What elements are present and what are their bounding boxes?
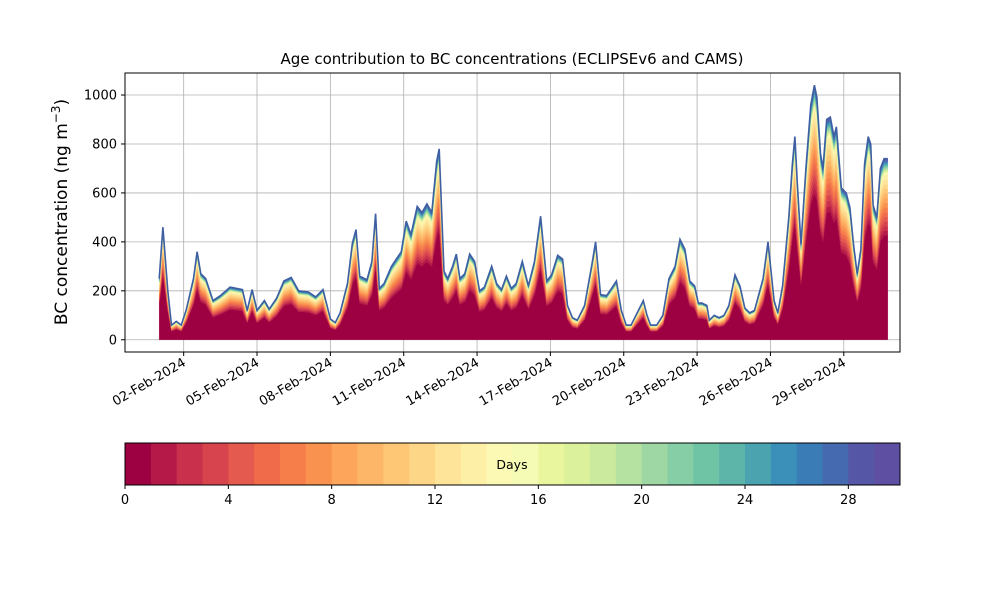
x-tick-label: 05-Feb-2024	[183, 355, 262, 409]
colorbar-segment	[176, 443, 203, 485]
y-tick-label: 200	[92, 284, 117, 299]
x-tick-label: 17-Feb-2024	[477, 355, 556, 409]
colorbar-tick-label: 4	[224, 493, 232, 508]
y-tick-label: 1000	[84, 89, 117, 104]
y-tick-label: 400	[92, 235, 117, 250]
colorbar-tick-label: 24	[737, 493, 754, 508]
colorbar-segment	[254, 443, 281, 485]
y-tick-label: 600	[92, 186, 117, 201]
age-stack-areas	[159, 85, 888, 340]
colorbar-segment	[822, 443, 849, 485]
y-axis-label-main: BC concentration (ng m	[52, 123, 72, 325]
y-axis-label-superscript: −3	[49, 105, 63, 123]
colorbar-segment	[770, 443, 798, 485]
x-tick-label: 11-Feb-2024	[330, 355, 409, 409]
colorbar-segment	[202, 443, 229, 485]
x-tick-label: 02-Feb-2024	[110, 355, 189, 409]
x-tick-label: 14-Feb-2024	[404, 355, 483, 409]
y-tick-label: 800	[92, 137, 117, 152]
colorbar: Days 0 4 8 12 16 20 24 28	[121, 442, 901, 508]
colorbar-segment	[331, 443, 358, 485]
colorbar-segment	[590, 443, 617, 485]
colorbar-segment	[667, 443, 694, 485]
y-axis-label-close: )	[52, 99, 72, 106]
colorbar-tick-label: 28	[840, 493, 857, 508]
colorbar-segment	[228, 443, 255, 485]
x-tick-label: 29-Feb-2024	[770, 355, 849, 409]
plot-frame	[124, 72, 901, 353]
colorbar-segment	[280, 443, 307, 485]
total-concentration-line	[158, 85, 888, 327]
colorbar-segment	[383, 443, 410, 485]
colorbar-segment	[641, 443, 668, 485]
colorbar-segment	[409, 443, 436, 485]
colorbar-tick-label: 0	[121, 493, 129, 508]
colorbar-label: Days	[496, 457, 527, 472]
y-tick-label: 0	[109, 333, 117, 348]
colorbar-frame	[124, 442, 901, 486]
colorbar-segment	[538, 443, 565, 485]
y-axis-label: BC concentration (ng m−3)	[49, 99, 72, 325]
y-axis-ticks: 0 200 400 600 800 1000	[84, 89, 125, 348]
colorbar-segment	[719, 443, 746, 485]
x-tick-label: 26-Feb-2024	[697, 355, 776, 409]
colorbar-segment	[615, 443, 643, 485]
colorbar-segments	[125, 443, 901, 485]
colorbar-tick-label: 8	[328, 493, 336, 508]
colorbar-tick-label: 16	[530, 493, 547, 508]
x-tick-label: 08-Feb-2024	[257, 355, 336, 409]
colorbar-segment	[874, 443, 901, 485]
chart-title: Age contribution to BC concentrations (E…	[281, 50, 744, 68]
colorbar-segment	[486, 443, 513, 485]
colorbar-segment	[357, 443, 384, 485]
x-tick-label: 20-Feb-2024	[550, 355, 629, 409]
colorbar-segment	[512, 443, 539, 485]
colorbar-segment	[848, 443, 875, 485]
colorbar-segment	[460, 443, 488, 485]
colorbar-tick-label: 12	[427, 493, 444, 508]
colorbar-segment	[745, 443, 772, 485]
colorbar-segment	[796, 443, 823, 485]
plot-area: 0 200 400 600 800 1000 02-Feb-202405-Feb-2024…	[84, 72, 901, 409]
colorbar-ticks: 0 4 8 12 16 20 24 28	[121, 485, 857, 508]
colorbar-segment	[125, 443, 152, 485]
colorbar-segment	[150, 443, 178, 485]
x-tick-label: 23-Feb-2024	[624, 355, 703, 409]
colorbar-tick-label: 20	[633, 493, 650, 508]
x-axis-ticks: 02-Feb-202405-Feb-202408-Feb-202411-Feb-…	[110, 352, 849, 409]
colorbar-segment	[564, 443, 591, 485]
colorbar-segment	[435, 443, 462, 485]
colorbar-segment	[305, 443, 333, 485]
colorbar-segment	[693, 443, 720, 485]
